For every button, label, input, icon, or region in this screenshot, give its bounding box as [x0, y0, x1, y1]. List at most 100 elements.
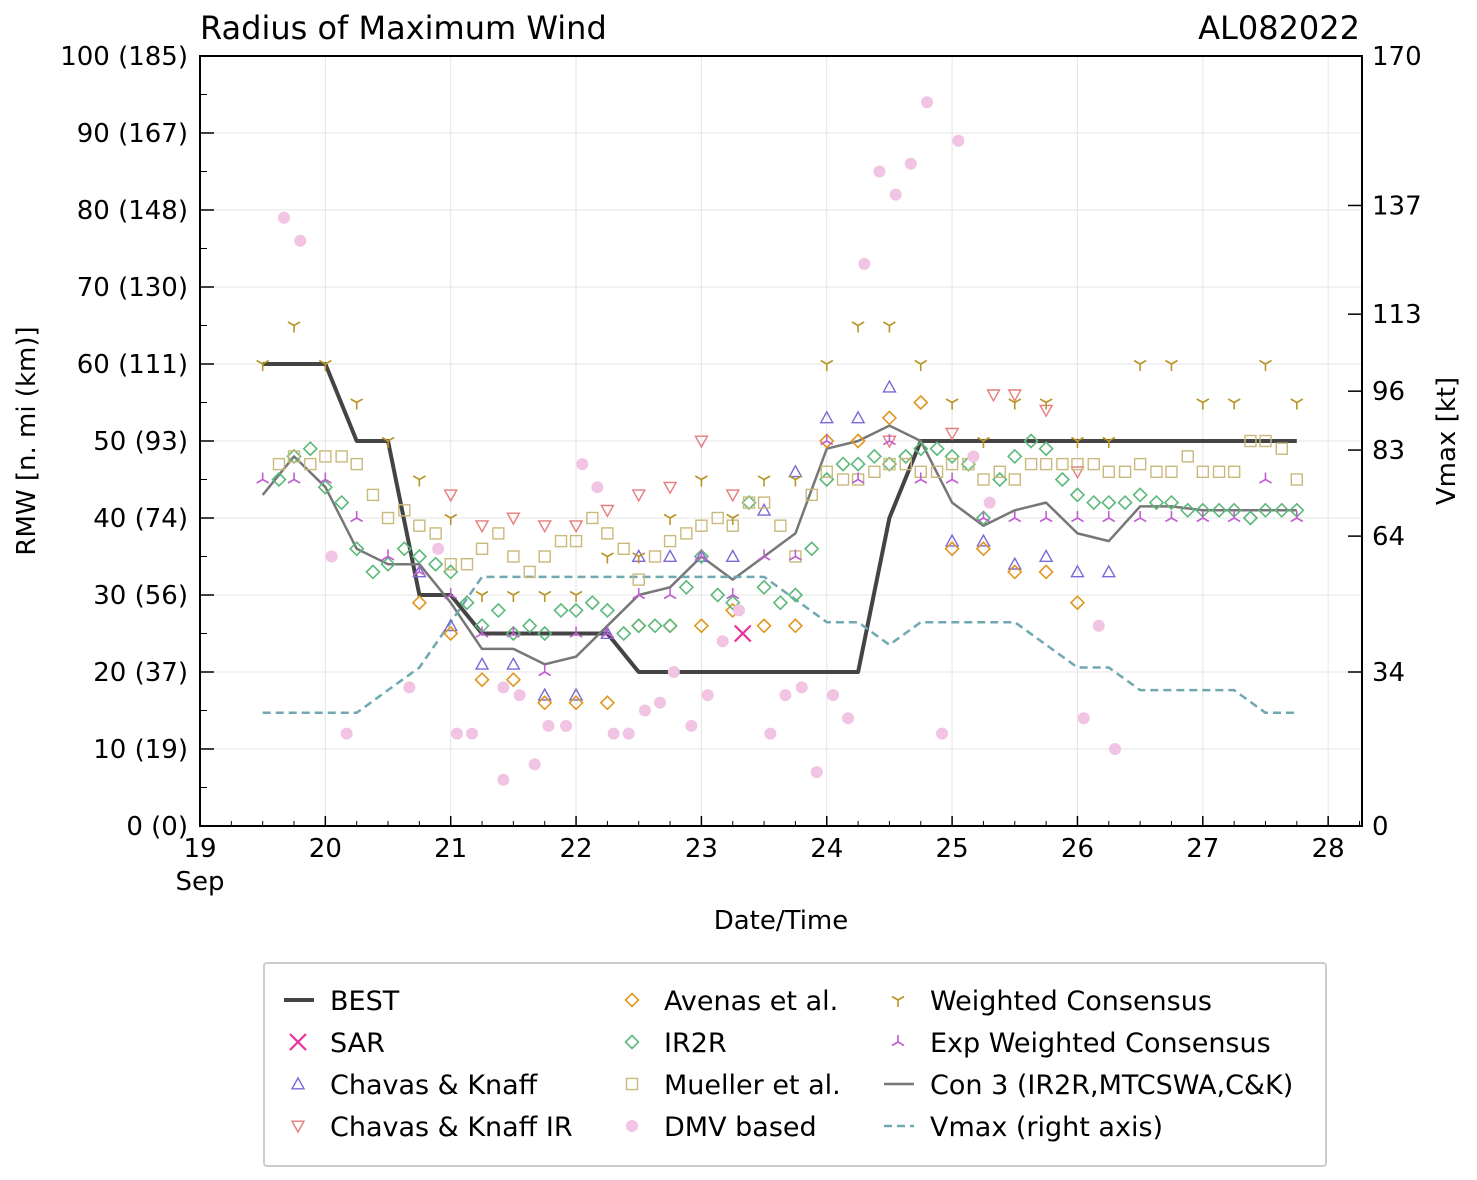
- y-tick-label: 90 (167): [77, 119, 188, 149]
- marker-stroke: [857, 478, 865, 484]
- data-point: [976, 533, 991, 547]
- data-point: [1227, 398, 1241, 410]
- data-point: [537, 687, 552, 701]
- marker-stroke: [1233, 398, 1241, 404]
- legend-swatch: [625, 1077, 639, 1091]
- y2-tick-label: 0: [1372, 812, 1389, 842]
- y2-axis-label: Vmax [kt]: [1432, 377, 1462, 505]
- legend-item: Vmax (right axis): [884, 1112, 1163, 1143]
- y-tick-label: 20 (37): [93, 658, 188, 688]
- marker-stroke: [544, 590, 552, 596]
- marker-stroke: [920, 359, 928, 365]
- marker-stroke: [694, 475, 702, 481]
- data-point: [654, 696, 667, 709]
- marker-stroke: [356, 398, 364, 404]
- data-point: [711, 511, 724, 525]
- data-point: [365, 564, 381, 580]
- marker-stroke: [663, 513, 671, 519]
- data-point: [1069, 487, 1086, 503]
- data-point: [882, 434, 896, 446]
- data-point: [701, 689, 714, 702]
- marker-stroke: [1202, 517, 1210, 523]
- data-point: [522, 618, 538, 634]
- data-point: [1039, 511, 1053, 523]
- data-point: [350, 511, 364, 523]
- data-point: [492, 527, 505, 540]
- marker-stroke: [481, 590, 489, 596]
- data-point: [1087, 457, 1100, 471]
- marker-stroke: [444, 594, 452, 600]
- marker-stroke: [694, 555, 702, 561]
- data-point: [475, 626, 489, 638]
- data-point: [428, 556, 444, 572]
- data-point: [757, 475, 771, 487]
- data-point: [1024, 457, 1038, 471]
- marker-stroke: [889, 321, 896, 327]
- marker-stroke: [324, 478, 332, 484]
- data-point: [945, 457, 959, 471]
- marker-stroke: [350, 398, 358, 404]
- y-tick-label: 60 (111): [77, 350, 188, 380]
- x-tick-label: 23: [685, 834, 718, 864]
- legend-swatch: [624, 992, 640, 1008]
- data-point: [820, 434, 834, 446]
- legend-item: DMV based: [626, 1112, 817, 1143]
- data-point: [662, 549, 678, 562]
- data-point: [568, 520, 584, 534]
- data-point: [756, 502, 772, 516]
- data-point: [680, 527, 693, 540]
- marker-stroke: [1259, 359, 1266, 365]
- data-point: [904, 157, 917, 170]
- data-point: [537, 520, 552, 534]
- marker-stroke: [1196, 398, 1204, 404]
- data-point: [443, 489, 458, 503]
- marker-stroke: [1265, 478, 1272, 484]
- data-point: [553, 602, 569, 619]
- data-point: [537, 625, 553, 642]
- marker-stroke: [575, 632, 583, 638]
- marker-stroke: [1296, 398, 1304, 404]
- marker-stroke: [1102, 517, 1110, 523]
- data-point: [694, 549, 709, 562]
- series-con-3-ir2r-mtcswa-c-k: [261, 424, 1297, 666]
- data-point: [945, 398, 959, 410]
- data-point: [294, 234, 307, 247]
- y2-tick-label: 83: [1372, 436, 1405, 466]
- marker-stroke: [851, 321, 859, 327]
- data-point: [788, 549, 802, 561]
- legend-swatch: [290, 1120, 306, 1134]
- y2-tick-label: 64: [1372, 522, 1405, 552]
- data-point: [444, 513, 458, 525]
- data-point: [256, 472, 270, 484]
- legend-label: IR2R: [664, 1028, 727, 1059]
- data-point: [694, 549, 708, 561]
- data-point: [850, 410, 866, 424]
- x-tick-label: 21: [434, 834, 467, 864]
- marker-stroke: [1014, 398, 1022, 404]
- data-point: [835, 456, 851, 472]
- data-point: [474, 656, 490, 670]
- data-point: [725, 489, 740, 503]
- series-chavas-knaff: [412, 379, 1116, 701]
- data-point: [764, 727, 777, 740]
- data-point: [1227, 465, 1241, 478]
- data-point: [694, 475, 708, 487]
- marker-stroke: [983, 517, 990, 523]
- data-point: [569, 590, 583, 602]
- data-point: [1133, 359, 1147, 371]
- data-point: [586, 511, 599, 525]
- marker-stroke: [889, 440, 896, 446]
- y2-tick-label: 113: [1372, 300, 1422, 330]
- data-point: [1086, 494, 1102, 511]
- series-layer: [256, 96, 1305, 786]
- data-point: [913, 441, 929, 457]
- marker-stroke: [350, 517, 358, 523]
- data-point: [1007, 556, 1022, 570]
- data-point: [975, 510, 992, 526]
- data-point: [507, 550, 520, 563]
- data-point: [272, 457, 286, 471]
- data-point: [381, 549, 395, 561]
- data-point: [725, 549, 740, 562]
- series-line: [261, 424, 1297, 666]
